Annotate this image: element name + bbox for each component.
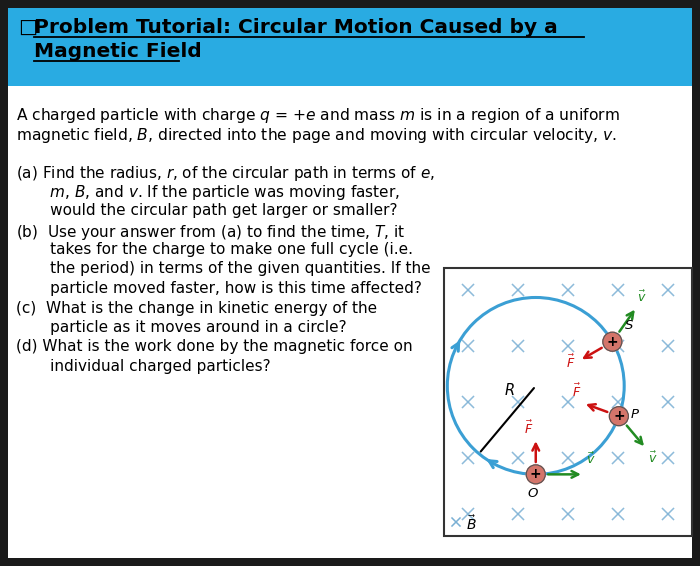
- Text: individual charged particles?: individual charged particles?: [16, 359, 271, 374]
- Circle shape: [603, 332, 622, 351]
- Text: magnetic field, $B$, directed into the page and moving with circular velocity, $: magnetic field, $B$, directed into the p…: [16, 126, 617, 145]
- Text: +: +: [530, 468, 542, 481]
- Text: $\vec{v}$: $\vec{v}$: [648, 451, 657, 466]
- Text: +: +: [613, 409, 624, 423]
- Text: (c)  What is the change in kinetic energy of the: (c) What is the change in kinetic energy…: [16, 301, 377, 315]
- Text: $O$: $O$: [527, 487, 539, 500]
- Text: $\vec{B}$: $\vec{B}$: [466, 514, 477, 533]
- Text: $\vec{F}$: $\vec{F}$: [524, 420, 534, 438]
- Text: $\vec{v}$: $\vec{v}$: [586, 452, 595, 468]
- Text: +: +: [606, 335, 618, 349]
- Circle shape: [610, 406, 629, 426]
- Text: $P$: $P$: [631, 408, 640, 421]
- Circle shape: [526, 465, 545, 484]
- Text: (b)  Use your answer from (a) to find the time, $T$, it: (b) Use your answer from (a) to find the…: [16, 222, 405, 242]
- Text: would the circular path get larger or smaller?: would the circular path get larger or sm…: [16, 203, 398, 218]
- Text: takes for the charge to make one full cycle (i.e.: takes for the charge to make one full cy…: [16, 242, 413, 257]
- Bar: [8, 8, 692, 86]
- Text: Problem Tutorial: Circular Motion Caused by a: Problem Tutorial: Circular Motion Caused…: [34, 18, 558, 37]
- Text: (a) Find the radius, $r$, of the circular path in terms of $e$,: (a) Find the radius, $r$, of the circula…: [16, 164, 435, 183]
- Text: $\vec{F}$: $\vec{F}$: [572, 383, 581, 400]
- Text: A charged particle with charge $q$ = +$e$ and mass $m$ is in a region of a unifo: A charged particle with charge $q$ = +$e…: [16, 106, 620, 125]
- Bar: [444, 268, 692, 536]
- Text: □: □: [18, 18, 37, 37]
- Text: Magnetic Field: Magnetic Field: [34, 42, 202, 61]
- Text: $\vec{v}$: $\vec{v}$: [638, 290, 647, 305]
- Text: $R$: $R$: [504, 383, 514, 398]
- Text: the period) in terms of the given quantities. If the: the period) in terms of the given quanti…: [16, 261, 430, 277]
- Text: $\vec{F}$: $\vec{F}$: [566, 354, 575, 371]
- Text: particle moved faster, how is this time affected?: particle moved faster, how is this time …: [16, 281, 422, 296]
- Text: particle as it moves around in a circle?: particle as it moves around in a circle?: [16, 320, 346, 335]
- Text: (d) What is the work done by the magnetic force on: (d) What is the work done by the magneti…: [16, 340, 412, 354]
- Text: $m$, $B$, and $v$. If the particle was moving faster,: $m$, $B$, and $v$. If the particle was m…: [16, 183, 400, 203]
- Text: $S$: $S$: [624, 319, 634, 332]
